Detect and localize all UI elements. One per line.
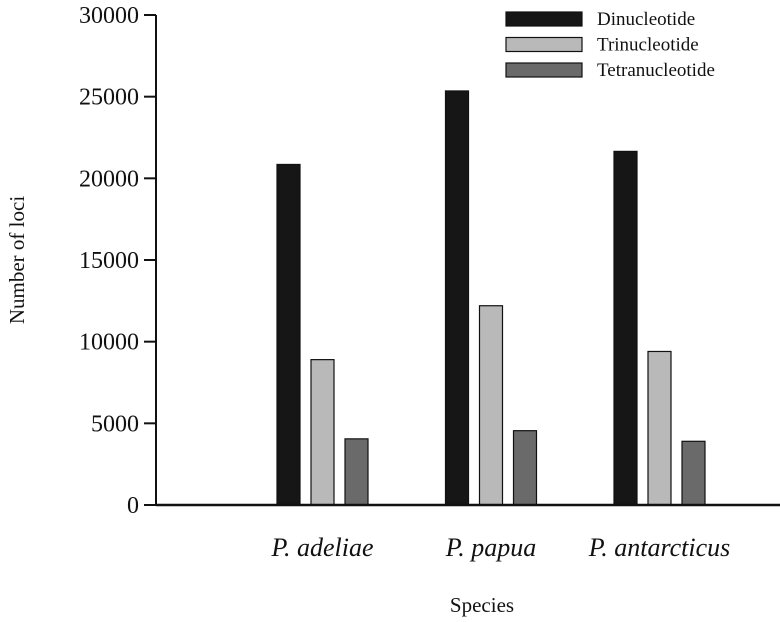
bar-trinucleotide-3 bbox=[647, 350, 672, 506]
bar-trinucleotide-1 bbox=[310, 359, 335, 506]
y-tick-label: 20000 bbox=[79, 166, 139, 192]
bar-tetranucleotide-3 bbox=[681, 440, 706, 506]
legend-swatch-trinucleotide bbox=[505, 36, 583, 53]
bar-tetranucleotide-1 bbox=[344, 438, 369, 506]
legend-label: Tetranucleotide bbox=[597, 60, 715, 81]
x-category-label: P. antarcticus bbox=[588, 533, 731, 562]
x-category-label: P. adeliae bbox=[270, 533, 373, 562]
y-tick-label: 30000 bbox=[79, 3, 139, 29]
legend: Dinucleotide Trinucleotide Tetranucleotide bbox=[505, 9, 715, 81]
legend-swatch-dinucleotide bbox=[505, 11, 583, 27]
bar-dinucleotide-1 bbox=[276, 163, 301, 506]
y-tick-label: 15000 bbox=[79, 248, 139, 274]
bar-dinucleotide-2 bbox=[444, 90, 470, 506]
bars bbox=[276, 90, 706, 506]
x-axis-title: Species bbox=[450, 593, 514, 617]
y-tick-label: 5000 bbox=[91, 411, 139, 437]
legend-swatch-tetranucleotide bbox=[505, 62, 583, 78]
bar-tetranucleotide-2 bbox=[512, 430, 538, 506]
y-tick-label: 0 bbox=[127, 493, 139, 519]
legend-label: Dinucleotide bbox=[597, 9, 695, 30]
bar-dinucleotide-3 bbox=[613, 150, 638, 506]
bar-trinucleotide-2 bbox=[478, 305, 504, 506]
x-category-label: P. papua bbox=[445, 533, 537, 562]
x-axis: P. adeliae P. papua P. antarcticus bbox=[156, 503, 780, 562]
y-axis: 0 5000 10000 15000 20000 25000 30000 bbox=[79, 3, 157, 519]
y-tick-label: 10000 bbox=[79, 330, 139, 356]
y-tick-label: 25000 bbox=[79, 85, 139, 111]
legend-label: Trinucleotide bbox=[597, 35, 699, 56]
y-axis-title: Number of loci bbox=[5, 196, 29, 324]
